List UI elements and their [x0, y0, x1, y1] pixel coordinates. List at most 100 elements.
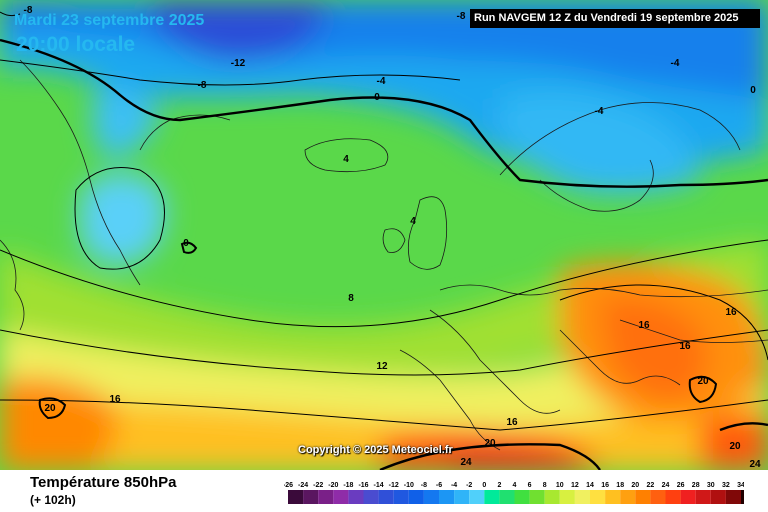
contour-label: 24 — [460, 457, 472, 468]
color-scale-swatch — [680, 490, 696, 504]
contour-label: -8 — [198, 80, 207, 91]
contour-label: -12 — [231, 58, 246, 69]
color-scale-swatch — [544, 490, 560, 504]
color-scale-swatch — [620, 490, 636, 504]
color-scale-tick-label: 10 — [556, 482, 564, 489]
color-scale-tick-label: 28 — [692, 482, 700, 489]
color-scale-tick-label: 16 — [601, 482, 609, 489]
color-scale-tick-label: -26 — [284, 482, 293, 489]
color-scale-tick-label: -2 — [466, 482, 472, 489]
color-scale-tick-label: -22 — [313, 482, 323, 489]
contour-label: 0 — [374, 92, 380, 103]
color-scale-tick-label: 8 — [543, 482, 547, 489]
color-scale-tick-label: 14 — [586, 482, 594, 489]
isotherms — [0, 11, 768, 470]
contour-label: 20 — [484, 438, 496, 449]
color-scale-tick-label: -6 — [436, 482, 442, 489]
contour-label: 4 — [410, 216, 416, 227]
color-scale-swatch — [559, 490, 575, 504]
color-scale-tick-label: 2 — [497, 482, 501, 489]
color-scale-swatch — [303, 490, 319, 504]
color-scale-tick-label: -20 — [328, 482, 338, 489]
color-scale-tick-label: 4 — [513, 482, 517, 489]
color-scale-swatch — [499, 490, 515, 504]
contour-label: 16 — [109, 394, 121, 405]
color-scale-swatch — [423, 490, 439, 504]
color-scale-swatch — [665, 490, 681, 504]
color-scale-tick-label: 0 — [482, 482, 486, 489]
color-scale-swatch — [529, 490, 545, 504]
color-scale-swatch — [288, 490, 304, 504]
color-scale-swatch — [484, 490, 500, 504]
color-scale-tick-label: 22 — [647, 482, 655, 489]
contour-label: 16 — [679, 341, 691, 352]
color-scale-tick-label: 24 — [662, 482, 670, 489]
contour-label: 4 — [343, 154, 349, 165]
color-scale-swatch — [635, 490, 651, 504]
color-scale: -26-24-22-20-18-16-14-12-10-8-6-4-202468… — [284, 482, 744, 504]
contour-label: 24 — [749, 459, 761, 470]
contour-label: 16 — [638, 320, 650, 331]
color-scale-swatch — [393, 490, 409, 504]
color-scale-tick-label: -14 — [374, 482, 384, 489]
copyright-notice: Copyright © 2025 Meteociel.fr — [298, 444, 453, 456]
color-scale-tick-label: 30 — [707, 482, 715, 489]
color-scale-swatch — [695, 490, 711, 504]
color-scale-tick-label: -24 — [298, 482, 308, 489]
model-run-info: Run NAVGEM 12 Z du Vendredi 19 septembre… — [470, 9, 760, 28]
contour-label: 0 — [183, 238, 189, 249]
color-scale-tick-label: 12 — [571, 482, 579, 489]
contour-label: 16 — [506, 417, 518, 428]
color-scale-swatch — [605, 490, 621, 504]
legend-subtitle: (+ 102h) — [30, 493, 76, 507]
color-scale-tick-label: -18 — [343, 482, 353, 489]
color-scale-swatch — [439, 490, 455, 504]
color-scale-swatch — [454, 490, 470, 504]
forecast-date: Mardi 23 septembre 2025 — [14, 12, 205, 29]
legend-title: Température 850hPa — [30, 474, 177, 491]
contour-label: 20 — [697, 376, 709, 387]
color-scale-tick-label: 20 — [631, 482, 639, 489]
contour-label: 16 — [725, 307, 737, 318]
contour-label: -8 — [457, 11, 466, 22]
color-scale-swatch — [514, 490, 530, 504]
color-scale-swatch — [710, 490, 726, 504]
color-scale-tick-label: 6 — [528, 482, 532, 489]
color-scale-tick-label: -16 — [358, 482, 368, 489]
contour-label: 8 — [348, 293, 354, 304]
color-scale-swatch — [333, 490, 349, 504]
coastlines — [0, 59, 768, 451]
color-scale-swatch — [363, 490, 379, 504]
color-scale-swatch — [378, 490, 394, 504]
color-scale-swatch — [408, 490, 424, 504]
contour-label: -4 — [671, 58, 680, 69]
color-scale-tick-label: -10 — [404, 482, 414, 489]
color-scale-tick-label: 34 — [737, 482, 744, 489]
contour-label: -4 — [377, 76, 386, 87]
temperature-map: -8 -8 -8 -12 -4 -4 -4 0 0 0 4 4 8 12 16 … — [0, 0, 768, 470]
contour-label: 0 — [750, 85, 756, 96]
forecast-local-time: 20:00 locale — [16, 33, 136, 56]
color-scale-tick-label: 18 — [616, 482, 624, 489]
color-scale-swatch — [650, 490, 666, 504]
color-scale-swatch — [725, 490, 741, 504]
color-scale-tick-label: -12 — [389, 482, 399, 489]
color-scale-swatch — [318, 490, 334, 504]
color-scale-tick-label: 26 — [677, 482, 685, 489]
color-scale-ticks: -26-24-22-20-18-16-14-12-10-8-6-4-202468… — [284, 482, 744, 489]
color-scale-swatch — [469, 490, 485, 504]
color-scale-tick-label: -8 — [421, 482, 427, 489]
contour-label: -4 — [595, 106, 604, 117]
color-scale-tick-label: 32 — [722, 482, 730, 489]
contour-labels: -8 -8 -8 -12 -4 -4 -4 0 0 0 4 4 8 12 16 … — [24, 5, 761, 470]
color-scale-swatch — [348, 490, 364, 504]
color-scale-swatches — [288, 490, 744, 504]
color-scale-swatch — [590, 490, 606, 504]
contour-label: 12 — [376, 361, 388, 372]
contour-label: -8 — [24, 5, 33, 16]
color-scale-swatch — [741, 490, 744, 504]
color-scale-tick-label: -4 — [451, 482, 457, 489]
color-scale-swatch — [574, 490, 590, 504]
contour-label: 20 — [729, 441, 741, 452]
contour-label: 20 — [44, 403, 56, 414]
